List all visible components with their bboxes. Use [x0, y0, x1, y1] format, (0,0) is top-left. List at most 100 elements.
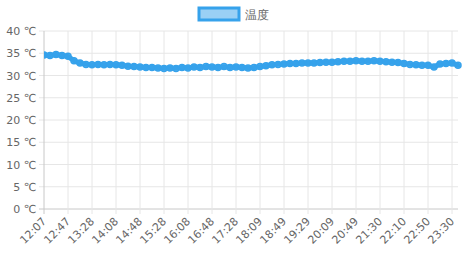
y-tick-label: 35 ℃ — [6, 47, 36, 60]
point — [137, 64, 143, 70]
point — [77, 60, 83, 66]
point — [119, 62, 125, 68]
x-tick-label: 23:30 — [426, 215, 458, 247]
point — [263, 63, 269, 69]
x-tick-label: 14:48 — [114, 215, 146, 247]
point — [287, 60, 293, 66]
x-tick-label: 19:29 — [282, 215, 314, 247]
point — [311, 60, 317, 66]
point — [431, 64, 437, 70]
point — [239, 64, 245, 70]
point — [173, 65, 179, 71]
x-tick-label: 12:07 — [18, 215, 50, 247]
x-tick-label: 12:47 — [42, 215, 74, 247]
x-grid-line — [140, 31, 141, 214]
point — [65, 53, 71, 59]
point — [203, 64, 209, 70]
point — [293, 60, 299, 66]
point — [281, 61, 287, 67]
plot-area — [44, 52, 461, 72]
point — [425, 62, 431, 68]
point — [47, 52, 53, 58]
point — [251, 64, 257, 70]
x-tick-label: 20:09 — [306, 215, 338, 247]
point — [89, 62, 95, 68]
point — [161, 65, 167, 71]
y-grid-line — [39, 75, 458, 76]
point — [107, 61, 113, 67]
point — [275, 61, 281, 67]
y-grid-line — [39, 164, 458, 165]
point — [227, 64, 233, 70]
point — [371, 58, 377, 64]
point — [167, 65, 173, 71]
point — [185, 65, 191, 71]
point — [95, 61, 101, 67]
point — [335, 59, 341, 65]
x-grid-line — [236, 31, 237, 214]
point — [221, 64, 227, 70]
point — [413, 62, 419, 68]
y-grid-line — [39, 120, 458, 121]
point — [455, 62, 461, 68]
point — [401, 60, 407, 66]
x-grid-line — [116, 31, 117, 214]
point — [365, 58, 371, 64]
x-tick-label: 20:49 — [330, 215, 362, 247]
x-tick-label: 13:28 — [66, 215, 98, 247]
point — [443, 60, 449, 66]
x-tick-label: 21:30 — [354, 215, 386, 247]
x-grid-line — [212, 31, 213, 214]
x-tick-label: 16:08 — [162, 215, 194, 247]
x-grid-line — [452, 31, 453, 214]
point — [395, 60, 401, 66]
point — [407, 61, 413, 67]
legend-label: 温度 — [245, 8, 269, 22]
y-tick-label: 20 ℃ — [6, 114, 36, 127]
legend: 温度 — [199, 8, 269, 22]
y-tick-label: 40 ℃ — [6, 25, 36, 38]
y-tick-label: 5 ℃ — [13, 181, 36, 194]
point — [269, 62, 275, 68]
x-tick-label: 16:48 — [186, 215, 218, 247]
point — [449, 60, 455, 66]
point — [215, 64, 221, 70]
point — [179, 64, 185, 70]
point — [131, 64, 137, 70]
point — [419, 62, 425, 68]
x-tick-label: 15:28 — [138, 215, 170, 247]
point — [143, 64, 149, 70]
x-tick-label: 18:09 — [234, 215, 266, 247]
point — [53, 52, 59, 58]
grid — [39, 31, 458, 214]
point — [305, 60, 311, 66]
x-tick-label: 17:28 — [210, 215, 242, 247]
point — [233, 64, 239, 70]
point — [71, 58, 77, 64]
x-grid-line — [164, 31, 165, 214]
x-grid-line — [92, 31, 93, 214]
point — [191, 64, 197, 70]
x-grid-line — [428, 31, 429, 214]
chart: 0 ℃5 ℃10 ℃15 ℃20 ℃25 ℃30 ℃35 ℃40 ℃12:071… — [0, 0, 468, 265]
point — [383, 59, 389, 65]
point — [437, 61, 443, 67]
y-tick-label: 15 ℃ — [6, 136, 36, 149]
point — [59, 52, 65, 58]
point — [257, 64, 263, 70]
x-grid-line — [308, 31, 309, 214]
y-grid-line — [39, 186, 458, 187]
point — [155, 65, 161, 71]
point — [149, 64, 155, 70]
y-grid-line — [39, 97, 458, 98]
y-grid-line — [39, 31, 458, 32]
y-tick-label: 25 ℃ — [6, 92, 36, 105]
point — [209, 64, 215, 70]
x-grid-line — [404, 31, 405, 214]
point — [83, 61, 89, 67]
point — [317, 60, 323, 66]
point — [341, 58, 347, 64]
point — [347, 58, 353, 64]
legend-swatch — [199, 8, 239, 20]
point — [377, 58, 383, 64]
